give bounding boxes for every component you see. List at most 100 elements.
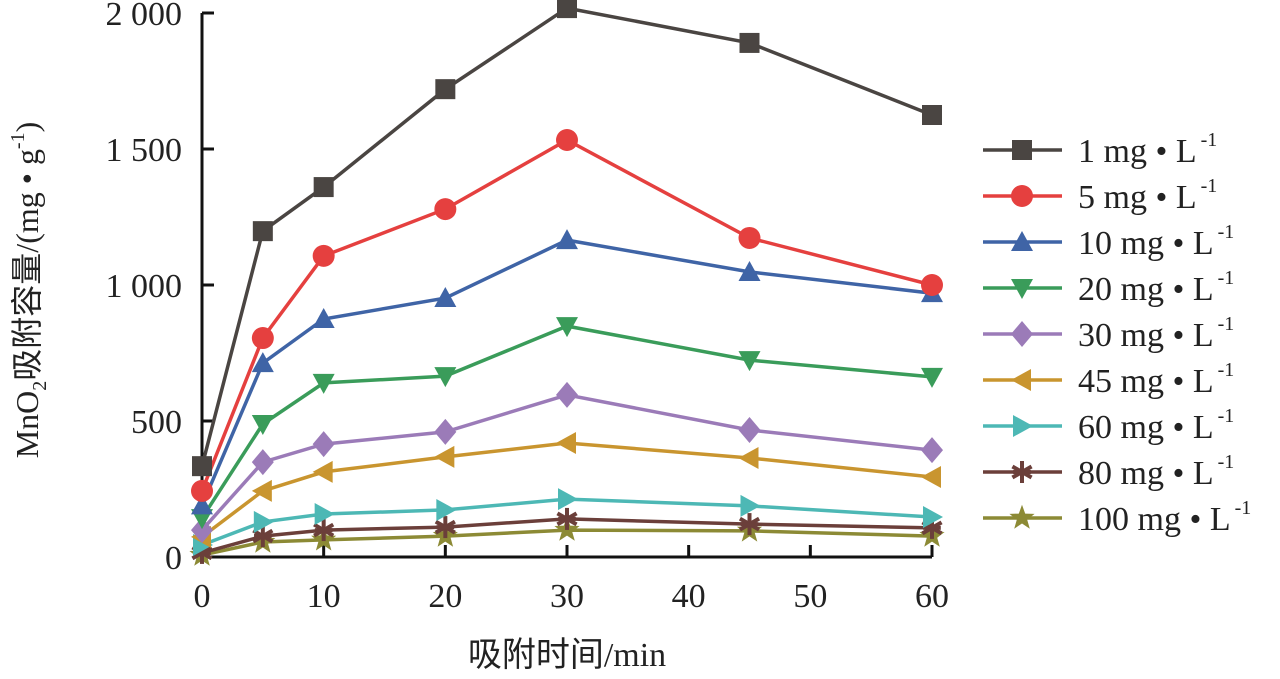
data-point-triangle-right	[558, 488, 578, 511]
legend-label: 60 mg • L -1	[1078, 405, 1234, 446]
y-tick-label: 2 000	[106, 0, 183, 33]
data-point-diamond	[556, 381, 578, 408]
data-point-triangle-down	[556, 317, 578, 338]
y-tick-label: 0	[165, 540, 182, 577]
data-point-triangle-up	[434, 287, 457, 308]
data-point-triangle-down	[312, 373, 335, 394]
y-tick-label: 1 500	[106, 132, 183, 169]
data-point-asterisk	[252, 525, 274, 548]
legend-item: 10 mg • L -1	[983, 221, 1234, 262]
legend-label: 45 mg • L -1	[1078, 359, 1234, 400]
data-point-triangle-right	[314, 503, 335, 526]
data-point-diamond	[312, 431, 335, 458]
x-tick-label: 10	[307, 578, 341, 615]
data-point-triangle-up	[191, 494, 213, 515]
data-point-triangle-left	[251, 479, 272, 502]
x-tick-label: 20	[428, 578, 462, 615]
data-point-circle	[921, 274, 943, 296]
legend: 1 mg • L -1 5 mg • L -1 10 mg • L -1 20 mg • L…	[983, 129, 1251, 538]
legend-item: 30 mg • L -1	[983, 313, 1234, 354]
data-point-square	[313, 177, 334, 198]
data-point-diamond	[251, 449, 274, 476]
series-30mg	[191, 381, 943, 544]
data-point-triangle-up	[251, 352, 274, 373]
data-point-diamond	[738, 416, 761, 443]
data-point-triangle-down	[921, 367, 943, 388]
x-tick-label: 30	[550, 578, 584, 615]
legend-label: 1 mg • L -1	[1078, 129, 1217, 170]
legend-label: 20 mg • L -1	[1078, 267, 1234, 308]
series-group	[189, 0, 945, 566]
data-point-triangle-right	[923, 506, 943, 529]
series-line	[200, 324, 933, 520]
data-point-circle	[312, 244, 335, 267]
data-point-circle	[738, 226, 761, 249]
series-60mg	[193, 488, 943, 557]
data-point-star	[1009, 504, 1035, 529]
series-80mg	[191, 507, 943, 564]
series-1mg	[192, 0, 942, 477]
data-point-triangle-left	[312, 460, 333, 483]
data-point-circle	[434, 198, 457, 221]
legend-item: 45 mg • L -1	[983, 359, 1234, 400]
data-point-triangle-left	[434, 445, 455, 468]
x-tick-label: 0	[194, 578, 211, 615]
data-point-triangle-up	[312, 308, 335, 328]
data-point-square	[252, 221, 273, 242]
data-point-triangle-up	[1011, 231, 1033, 251]
data-point-circle	[191, 479, 213, 502]
data-point-triangle-left	[556, 432, 576, 455]
series-5mg	[191, 129, 943, 502]
x-tick-label: 40	[672, 578, 706, 615]
data-point-square	[739, 32, 760, 53]
data-point-triangle-down	[251, 414, 274, 435]
series-20mg	[191, 317, 943, 530]
data-point-triangle-right	[1013, 415, 1033, 437]
data-point-triangle-right	[253, 510, 274, 533]
y-tick-label: 1 000	[106, 268, 183, 305]
legend-item: 80 mg • L -1	[983, 451, 1234, 492]
data-point-diamond	[191, 517, 213, 544]
data-point-circle	[251, 327, 274, 350]
legend-label: 100 mg • L -1	[1078, 497, 1251, 538]
x-tick-label: 50	[793, 578, 827, 615]
data-point-square	[435, 79, 456, 100]
data-point-triangle-left	[1011, 369, 1031, 391]
legend-label: 30 mg • L -1	[1078, 313, 1234, 354]
data-point-triangle-left	[921, 466, 941, 489]
legend-item: 60 mg • L -1	[983, 405, 1234, 446]
legend-item: 1 mg • L -1	[983, 129, 1217, 170]
legend-label: 10 mg • L -1	[1078, 221, 1234, 262]
y-tick-label: 500	[131, 404, 182, 441]
data-point-triangle-right	[436, 498, 457, 521]
data-point-diamond	[1011, 321, 1033, 347]
data-point-triangle-up	[738, 260, 761, 281]
data-point-circle	[556, 129, 578, 152]
data-point-triangle-down	[434, 367, 457, 388]
legend-item: 5 mg • L -1	[983, 175, 1217, 216]
y-axis-label: MnO2吸附容量/(mg • g-1)	[7, 122, 51, 459]
data-point-triangle-down	[1011, 279, 1033, 299]
legend-label: 80 mg • L -1	[1078, 451, 1234, 492]
data-point-asterisk	[434, 516, 456, 539]
data-point-square	[1012, 140, 1032, 160]
x-tick-label: 60	[915, 578, 949, 615]
series-10mg	[191, 229, 943, 515]
legend-item: 100 mg • L -1	[983, 497, 1251, 538]
data-point-asterisk	[313, 519, 335, 542]
legend-label: 5 mg • L -1	[1078, 175, 1217, 216]
data-point-triangle-right	[740, 494, 761, 517]
data-point-triangle-down	[738, 351, 761, 372]
data-point-asterisk	[556, 507, 578, 530]
data-point-diamond	[921, 437, 943, 464]
data-point-diamond	[434, 418, 457, 445]
x-axis-label: 吸附时间/min	[468, 637, 666, 674]
data-point-square	[557, 0, 577, 19]
data-point-square	[192, 456, 212, 477]
data-point-asterisk	[738, 513, 761, 536]
data-point-asterisk	[1011, 461, 1033, 483]
data-point-triangle-left	[738, 446, 759, 469]
axes: 0 10 20 30 40 50 60 0 500 1 000 1 500 2 000	[106, 0, 950, 615]
legend-item: 20 mg • L -1	[983, 267, 1234, 308]
